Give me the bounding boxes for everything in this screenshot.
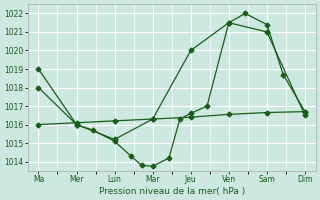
X-axis label: Pression niveau de la mer( hPa ): Pression niveau de la mer( hPa ) xyxy=(99,187,245,196)
